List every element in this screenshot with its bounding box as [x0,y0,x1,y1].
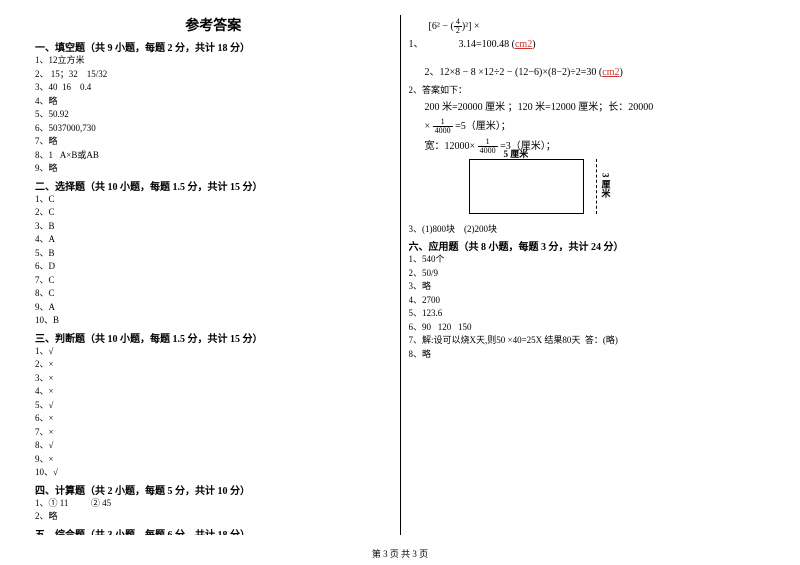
answer-line: 8、C [35,287,392,301]
answer-line: 5、√ [35,399,392,413]
frac-den: 4000 [478,147,498,155]
right-column: [6² − (42)²] × 1、 3.14=100.48 (cm2) 2、12… [409,15,766,535]
answer-line: 10、√ [35,466,392,480]
formula-1b: 1、 3.14=100.48 (cm2) [409,38,766,52]
answer-line: 5、50.92 [35,108,392,122]
rect-top-label: 5 厘米 [504,147,529,160]
answer-line: 1、C [35,193,392,207]
answer-line: 9、A [35,301,392,315]
q3-line: 3、(1)800块 (2)200块 [409,223,766,237]
answer-line: 9、× [35,453,392,467]
answer-line: 4、× [35,385,392,399]
section-5-header: 五、综合题（共 3 小题，每题 6 分，共计 18 分） [35,526,392,536]
answer-line: 10、B [35,314,392,328]
left-column: 参考答案 一、填空题（共 9 小题，每题 2 分，共计 18 分） 1、12立方… [35,15,392,535]
section-3-header: 三、判断题（共 10 小题，每题 1.5 分，共计 15 分） [35,330,392,345]
answer-line: 3、40 16 0.4 [35,81,392,95]
answer-line: 2、略 [35,510,392,524]
answer-line: 8、√ [35,439,392,453]
answer-line: 8、1 A×B或AB [35,149,392,163]
unit-text: cm2 [602,67,619,78]
answer-line: 1、① 11 ② 45 [35,497,392,511]
q2-text: =5（厘米）； [453,120,511,131]
frac-den: 4000 [433,127,453,135]
rect-dash [596,159,597,214]
formula-text: ) [532,39,535,50]
answer-line: 6、90 120 150 [409,321,766,335]
formula-2: 2、12×8 − 8 ×12÷2 − (12−6)×(8−2)÷2=30 (cm… [425,66,766,80]
formula-text: 2、12×8 − 8 ×12÷2 − (12−6)×(8−2)÷2=30 ( [425,67,603,78]
formula-1: [6² − (42)²] × [429,18,766,35]
page-footer: 第 3 页 共 3 页 [0,547,800,560]
q2-line3: 宽：12000× 14000 =3（厘米）； [425,138,766,155]
answer-line: 2、× [35,358,392,372]
answer-line: 4、2700 [409,294,766,308]
answer-line: 6、× [35,412,392,426]
formula-text: 1、 3.14=100.48 ( [409,39,515,50]
frac-den: 2 [454,27,462,35]
answer-line: 1、√ [35,345,392,359]
answer-line: 9、略 [35,162,392,176]
rect-box [469,159,584,214]
section-1-header: 一、填空题（共 9 小题，每题 2 分，共计 18 分） [35,39,392,54]
unit-text: cm2 [515,39,532,50]
answer-line: 6、D [35,260,392,274]
answer-line: 7、略 [35,135,392,149]
formula-text: )²] × [462,21,480,32]
answer-line: 4、A [35,233,392,247]
answer-line: 2、 15；32 15/32 [35,68,392,82]
answer-line: 7、C [35,274,392,288]
answer-line: 1、540个 [409,253,766,267]
answer-line: 7、解:设可以烧X天,则50 ×40=25X 结果80天 答：(略) [409,334,766,348]
q2-text: 宽：12000× [425,140,478,151]
q2-text: 200 米=20000 厘米 ；120 米=12000 厘米；长：20000 [425,102,654,113]
rectangle-diagram: 5 厘米 3 厘米 [469,159,609,219]
answer-line: 3、略 [409,280,766,294]
q2-line2: × 14000 =5（厘米）； [425,118,766,135]
answer-line: 7、× [35,426,392,440]
answer-line: 2、C [35,206,392,220]
rect-right-label: 3 厘米 [600,173,613,198]
answer-line: 1、12立方米 [35,54,392,68]
section-4-header: 四、计算题（共 2 小题，每题 5 分，共计 10 分） [35,482,392,497]
q2-line: 200 米=20000 厘米 ；120 米=12000 厘米；长：20000 [425,101,766,115]
q2-header: 2、答案如下： [409,84,766,98]
answer-line: 2、50/9 [409,267,766,281]
formula-text: ) [619,67,622,78]
answer-line: 5、123.6 [409,307,766,321]
section-2-header: 二、选择题（共 10 小题，每题 1.5 分，共计 15 分） [35,178,392,193]
answer-line: 8、略 [409,348,766,362]
answer-line: 6、5037000,730 [35,122,392,136]
answer-line: 3、× [35,372,392,386]
answer-line: 3、B [35,220,392,234]
q2-text: × [425,120,433,131]
page: 参考答案 一、填空题（共 9 小题，每题 2 分，共计 18 分） 1、12立方… [0,0,800,535]
formula-text: [6² − ( [429,21,454,32]
answer-line: 4、略 [35,95,392,109]
page-title: 参考答案 [35,15,392,35]
section-6-header: 六、应用题（共 8 小题，每题 3 分，共计 24 分） [409,238,766,253]
column-divider [400,15,401,535]
answer-line: 5、B [35,247,392,261]
